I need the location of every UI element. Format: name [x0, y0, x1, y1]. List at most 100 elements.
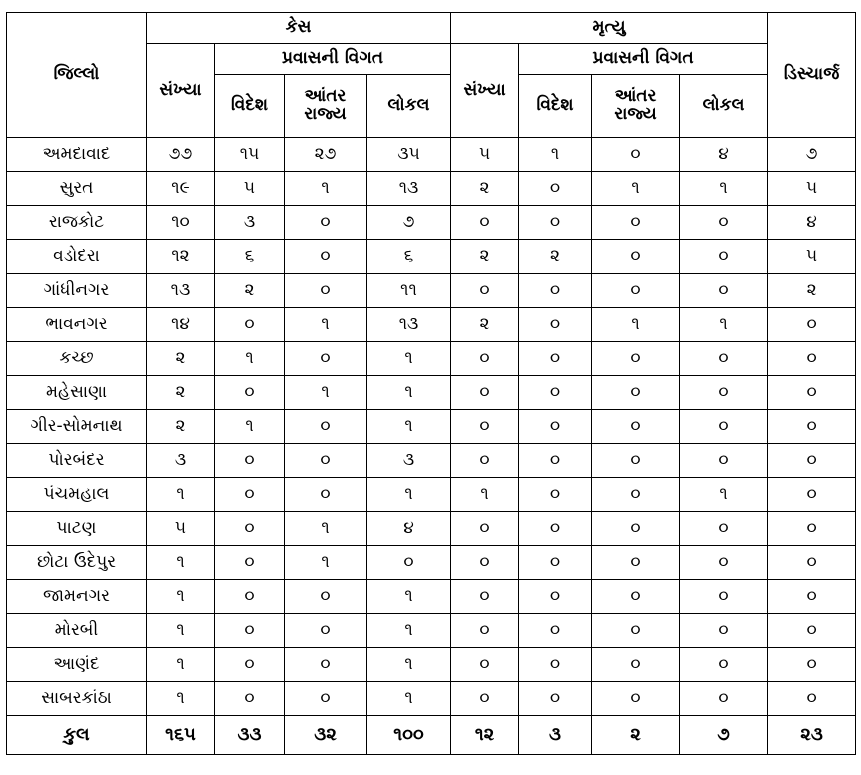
header-cases-count: સંખ્યા: [146, 43, 215, 138]
cases-local-cell: ૧: [365, 579, 452, 614]
discharge-cell: ૦: [767, 579, 857, 614]
cases-foreign-cell: ૧૫: [214, 137, 285, 172]
deaths-foreign-cell: ૦: [518, 681, 593, 716]
deaths-count-cell: ૦: [450, 409, 520, 444]
table-row: મોરબી ૧ ૦ ૦ ૧ ૦ ૦ ૦ ૦ ૦: [6, 613, 857, 648]
deaths-interstate-cell: ૧: [591, 307, 681, 342]
deaths-count-cell: ૦: [450, 613, 520, 648]
cases-count-cell: ૩: [146, 443, 215, 478]
deaths-foreign-cell: ૦: [518, 477, 593, 512]
cases-count-cell: ૫: [146, 511, 215, 546]
total-deaths-count: ૧૨: [450, 715, 520, 755]
table-row: છોટા ઉદેપુર ૧ ૦ ૧ ૦ ૦ ૦ ૦ ૦ ૦: [6, 545, 857, 580]
deaths-count-cell: ૦: [450, 273, 520, 308]
deaths-count-cell: ૦: [450, 579, 520, 614]
district-cell: છોટા ઉદેપુર: [6, 545, 147, 580]
district-cell: મોરબી: [6, 613, 147, 648]
district-cell: અમદાવાદ: [6, 137, 147, 172]
header-deaths-local: લોકલ: [679, 74, 769, 138]
deaths-interstate-cell: ૦: [591, 647, 681, 682]
cases-count-cell: ૧૨: [146, 239, 215, 274]
cases-foreign-cell: ૦: [214, 579, 285, 614]
deaths-interstate-cell: ૦: [591, 273, 681, 308]
deaths-interstate-cell: ૦: [591, 239, 681, 274]
total-label: કુલ: [6, 715, 147, 755]
cases-local-cell: ૧: [365, 681, 452, 716]
cases-interstate-cell: ૦: [284, 239, 367, 274]
deaths-count-cell: ૦: [450, 681, 520, 716]
total-cases-foreign: ૩૩: [214, 715, 285, 755]
deaths-foreign-cell: ૦: [518, 443, 593, 478]
cases-interstate-cell: ૦: [284, 273, 367, 308]
cases-count-cell: ૧: [146, 647, 215, 682]
cases-interstate-cell: ૦: [284, 205, 367, 240]
cases-interstate-cell: ૦: [284, 409, 367, 444]
deaths-count-cell: ૦: [450, 205, 520, 240]
deaths-foreign-cell: ૧: [518, 137, 593, 172]
deaths-count-cell: ૦: [450, 511, 520, 546]
deaths-local-cell: ૧: [679, 171, 769, 206]
deaths-local-cell: ૦: [679, 443, 769, 478]
deaths-foreign-cell: ૦: [518, 579, 593, 614]
deaths-local-cell: ૪: [679, 137, 769, 172]
cases-foreign-cell: ૦: [214, 647, 285, 682]
table-row: સુરત ૧૯ ૫ ૧ ૧૩ ૨ ૦ ૧ ૧ ૫: [6, 171, 857, 206]
deaths-foreign-cell: ૦: [518, 341, 593, 376]
cases-count-cell: ૧૦: [146, 205, 215, 240]
discharge-cell: ૨: [767, 273, 857, 308]
total-deaths-foreign: ૩: [518, 715, 593, 755]
district-cell: સાબરકાંઠા: [6, 681, 147, 716]
deaths-foreign-cell: ૦: [518, 511, 593, 546]
cases-foreign-cell: ૦: [214, 307, 285, 342]
deaths-interstate-cell: ૦: [591, 511, 681, 546]
deaths-foreign-cell: ૦: [518, 647, 593, 682]
deaths-foreign-cell: ૦: [518, 613, 593, 648]
district-cell: રાજકોટ: [6, 205, 147, 240]
header-deaths: મૃત્યુ: [450, 12, 769, 44]
discharge-cell: ૦: [767, 375, 857, 410]
cases-foreign-cell: ૦: [214, 511, 285, 546]
deaths-local-cell: ૦: [679, 341, 769, 376]
deaths-count-cell: ૦: [450, 545, 520, 580]
deaths-count-cell: ૫: [450, 137, 520, 172]
cases-count-cell: ૧: [146, 477, 215, 512]
total-discharge: ૨૩: [767, 715, 857, 755]
table-row: પાટણ ૫ ૦ ૧ ૪ ૦ ૦ ૦ ૦ ૦: [6, 511, 857, 546]
deaths-interstate-cell: ૦: [591, 137, 681, 172]
deaths-count-cell: ૦: [450, 647, 520, 682]
discharge-cell: ૪: [767, 205, 857, 240]
cases-interstate-cell: ૧: [284, 511, 367, 546]
discharge-cell: ૦: [767, 307, 857, 342]
cases-count-cell: ૧: [146, 545, 215, 580]
discharge-cell: ૦: [767, 511, 857, 546]
header-cases: કેસ: [145, 12, 452, 44]
cases-interstate-cell: ૧: [284, 171, 367, 206]
cases-count-cell: ૧૯: [146, 171, 215, 206]
discharge-cell: ૦: [767, 613, 857, 648]
table-body: અમદાવાદ ૭૭ ૧૫ ૨૭ ૩૫ ૫ ૧ ૦ ૪ ૭ સુરત ૧૯ ૫ ૧ ૧૩ ૨ ૦ ૧ ૧ ૫ રાજકો…: [6, 137, 857, 755]
cases-local-cell: ૭: [365, 205, 452, 240]
deaths-foreign-cell: ૦: [518, 409, 593, 444]
header-deaths-foreign: વિદેશ: [518, 74, 593, 138]
cases-interstate-cell: ૦: [284, 341, 367, 376]
deaths-local-cell: ૦: [679, 681, 769, 716]
district-cell: સુરત: [6, 171, 147, 206]
deaths-local-cell: ૦: [679, 375, 769, 410]
deaths-count-cell: ૨: [450, 171, 520, 206]
deaths-local-cell: ૧: [679, 477, 769, 512]
cases-local-cell: ૧૩: [365, 171, 452, 206]
discharge-cell: ૦: [767, 477, 857, 512]
total-deaths-local: ૭: [679, 715, 769, 755]
deaths-interstate-cell: ૦: [591, 477, 681, 512]
table-row: પંચમહાલ ૧ ૦ ૦ ૧ ૧ ૦ ૦ ૧ ૦: [6, 477, 857, 512]
cases-interstate-cell: ૦: [284, 443, 367, 478]
cases-count-cell: ૧૩: [146, 273, 215, 308]
table-row: ગાંધીનગર ૧૩ ૨ ૦ ૧૧ ૦ ૦ ૦ ૦ ૨: [6, 273, 857, 308]
table-row: જામનગર ૧ ૦ ૦ ૧ ૦ ૦ ૦ ૦ ૦: [6, 579, 857, 614]
cases-interstate-cell: ૦: [284, 613, 367, 648]
total-deaths-interstate: ૨: [591, 715, 681, 755]
deaths-local-cell: ૦: [679, 545, 769, 580]
cases-local-cell: ૧: [365, 477, 452, 512]
total-row: કુલ ૧૬૫ ૩૩ ૩૨ ૧૦૦ ૧૨ ૩ ૨ ૭ ૨૩: [6, 715, 857, 755]
deaths-local-cell: ૦: [679, 579, 769, 614]
